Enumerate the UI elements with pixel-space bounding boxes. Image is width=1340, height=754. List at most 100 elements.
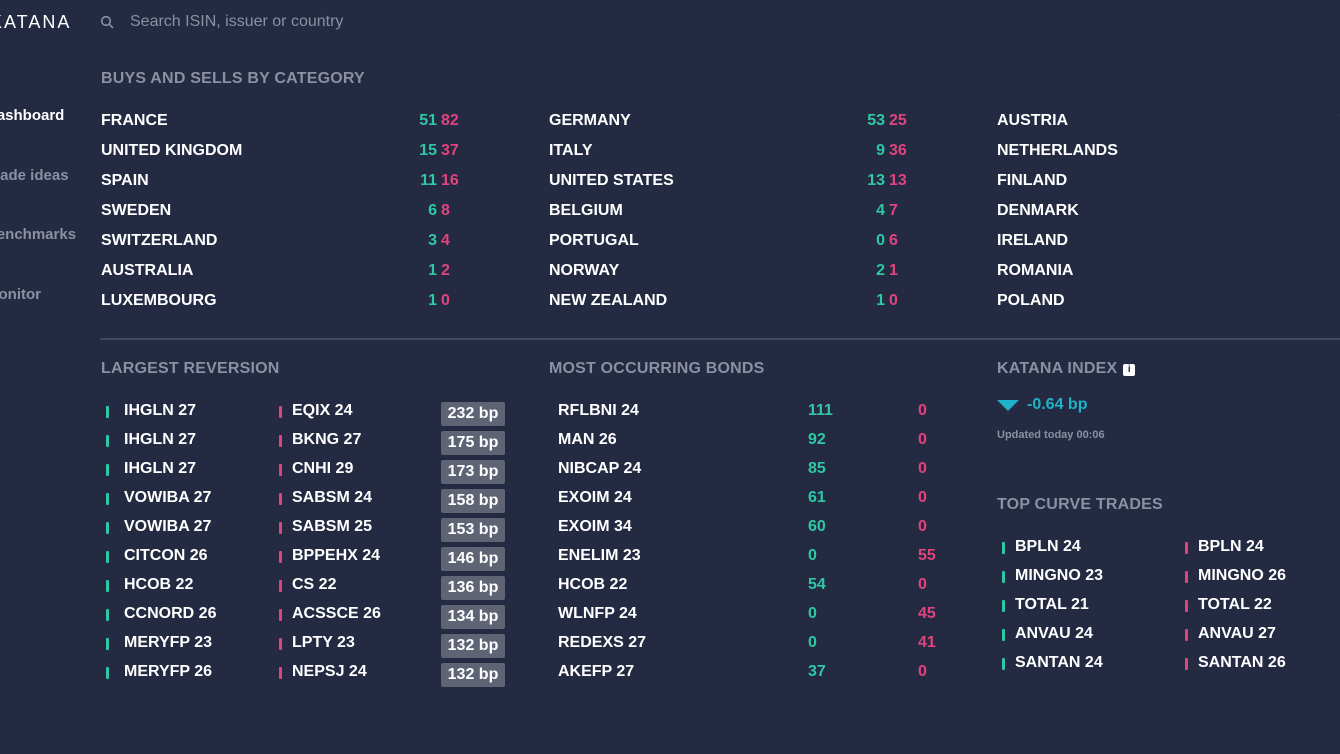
reversion-sell-item[interactable]: BKNG 27 (279, 431, 439, 460)
curve-sell-item[interactable]: ANVAU 27 (1185, 625, 1335, 654)
curve-buy-item[interactable]: ANVAU 24 (1002, 625, 1172, 654)
reversion-buy-item[interactable]: IHGLN 27 (106, 402, 266, 431)
reversion-sell-item[interactable]: CS 22 (279, 576, 439, 605)
category-name: SWITZERLAND (101, 232, 218, 249)
reversion-sell-item[interactable]: SABSM 24 (279, 489, 439, 518)
reversion-sell-item[interactable]: CNHI 29 (279, 460, 439, 489)
curve-sell-item[interactable]: MINGNO 26 (1185, 567, 1335, 596)
bond-row[interactable]: WLNFP 24 0 45 (558, 605, 958, 634)
curve-buy-item[interactable]: SANTAN 24 (1002, 654, 1172, 683)
sidebar-item-monitor[interactable]: Monitor (0, 286, 41, 303)
bond-name: EXOIM 24 (558, 489, 632, 506)
bond-row[interactable]: AKEFP 27 37 0 (558, 663, 958, 692)
category-buys-count: 0 (1317, 232, 1340, 250)
category-row[interactable]: AUSTRIA 74 (997, 112, 1340, 142)
reversion-sell-list: EQIX 24 BKNG 27 CNHI 29 SABSM 24 SABSM 25 BPP… (279, 402, 439, 692)
curve-buy-item[interactable]: BPLN 24 (1002, 538, 1172, 567)
category-row[interactable]: GERMANY 53 25 (549, 112, 919, 142)
category-row[interactable]: POLAND 1 (997, 292, 1340, 322)
category-row[interactable]: SWITZERLAND 3 4 (101, 232, 471, 262)
bond-row[interactable]: HCOB 22 54 0 (558, 576, 958, 605)
curve-buy-item[interactable]: MINGNO 23 (1002, 567, 1172, 596)
bond-row[interactable]: EXOIM 24 61 0 (558, 489, 958, 518)
category-name: UNITED KINGDOM (101, 142, 243, 159)
category-row[interactable]: BELGIUM 4 7 (549, 202, 919, 232)
category-row[interactable]: LUXEMBOURG 1 0 (101, 292, 471, 322)
search-input[interactable] (130, 13, 530, 31)
sell-marker (279, 522, 282, 534)
katana-index-updated: Updated today 00:06 (997, 429, 1105, 441)
reversion-sell-item[interactable]: SABSM 25 (279, 518, 439, 547)
reversion-buy-item[interactable]: CCNORD 26 (106, 605, 266, 634)
curve-sell-item[interactable]: BPLN 24 (1185, 538, 1335, 567)
app-logo[interactable]: KATANA (0, 12, 72, 32)
bond-label: TOTAL 21 (1015, 596, 1089, 613)
bond-row[interactable]: ENELIM 23 0 55 (558, 547, 958, 576)
spread-badge: 153 bp (441, 518, 505, 542)
category-row[interactable]: NEW ZEALAND 1 0 (549, 292, 919, 322)
category-row[interactable]: UNITED STATES 13 13 (549, 172, 919, 202)
spread-badge: 136 bp (441, 576, 505, 600)
category-row[interactable]: AUSTRALIA 1 2 (101, 262, 471, 292)
buy-marker (106, 551, 109, 563)
buy-marker (106, 522, 109, 534)
buy-marker (106, 638, 109, 650)
reversion-sell-item[interactable]: LPTY 23 (279, 634, 439, 663)
category-row[interactable]: DENMARK 1 (997, 202, 1340, 232)
reversion-sell-item[interactable]: ACSSCE 26 (279, 605, 439, 634)
curve-sell-item[interactable]: SANTAN 26 (1185, 654, 1335, 683)
spread-badge: 132 bp (441, 634, 505, 658)
curve-sell-item[interactable]: TOTAL 22 (1185, 596, 1335, 625)
category-row[interactable]: PORTUGAL 0 6 (549, 232, 919, 262)
bond-name: RFLBNI 24 (558, 402, 639, 419)
sidebar-item-trade-ideas[interactable]: Trade ideas (0, 167, 69, 184)
reversion-buy-item[interactable]: CITCON 26 (106, 547, 266, 576)
category-row[interactable]: SWEDEN 6 8 (101, 202, 471, 232)
bond-row[interactable]: REDEXS 27 0 41 (558, 634, 958, 663)
category-buys-count: 1 (876, 292, 885, 309)
bond-sells-count: 55 (918, 547, 936, 564)
reversion-sell-item[interactable]: NEPSJ 24 (279, 663, 439, 692)
bond-label: EQIX 24 (292, 402, 353, 419)
bond-row[interactable]: MAN 26 92 0 (558, 431, 958, 460)
bond-sells-count: 0 (918, 431, 927, 448)
reversion-spread-row: 232 bp (441, 402, 505, 431)
section-title-largest-reversion: LARGEST REVERSION (101, 360, 280, 377)
curve-buy-item[interactable]: TOTAL 21 (1002, 596, 1172, 625)
reversion-buy-item[interactable]: IHGLN 27 (106, 460, 266, 489)
info-icon[interactable]: i (1123, 364, 1136, 376)
bond-label: LPTY 23 (292, 634, 355, 651)
category-name: NETHERLANDS (997, 142, 1118, 159)
category-row[interactable]: FRANCE 51 82 (101, 112, 471, 142)
category-row[interactable]: IRELAND 0 (997, 232, 1340, 262)
category-name: LUXEMBOURG (101, 292, 217, 309)
category-row[interactable]: NORWAY 2 1 (549, 262, 919, 292)
buy-marker (106, 464, 109, 476)
category-name: AUSTRIA (997, 112, 1069, 129)
reversion-buy-item[interactable]: MERYFP 26 (106, 663, 266, 692)
sidebar-item-benchmarks[interactable]: Benchmarks (0, 226, 77, 243)
reversion-buy-item[interactable]: HCOB 22 (106, 576, 266, 605)
bond-row[interactable]: EXOIM 34 60 0 (558, 518, 958, 547)
category-row[interactable]: ITALY 9 36 (549, 142, 919, 172)
reversion-sell-item[interactable]: BPPEHX 24 (279, 547, 439, 576)
reversion-spread-row: 153 bp (441, 518, 505, 547)
category-buys-count: 15 (419, 142, 437, 159)
reversion-buy-item[interactable]: VOWIBA 27 (106, 489, 266, 518)
bond-label: CCNORD 26 (124, 605, 217, 622)
reversion-sell-item[interactable]: EQIX 24 (279, 402, 439, 431)
category-row[interactable]: UNITED KINGDOM 15 37 (101, 142, 471, 172)
reversion-buy-item[interactable]: MERYFP 23 (106, 634, 266, 663)
sell-marker (279, 493, 282, 505)
bond-row[interactable]: RFLBNI 24 111 0 (558, 402, 958, 431)
reversion-buy-item[interactable]: VOWIBA 27 (106, 518, 266, 547)
category-buys-count: 53 (867, 112, 885, 129)
reversion-buy-item[interactable]: IHGLN 27 (106, 431, 266, 460)
category-row[interactable]: FINLAND 12 (997, 172, 1340, 202)
category-row[interactable]: SPAIN 11 16 (101, 172, 471, 202)
category-row[interactable]: NETHERLANDS 12 (997, 142, 1340, 172)
sidebar-item-dashboard[interactable]: Dashboard (0, 107, 65, 124)
bond-label: MERYFP 26 (124, 663, 213, 680)
bond-row[interactable]: NIBCAP 24 85 0 (558, 460, 958, 489)
category-row[interactable]: ROMANIA 1 (997, 262, 1340, 292)
